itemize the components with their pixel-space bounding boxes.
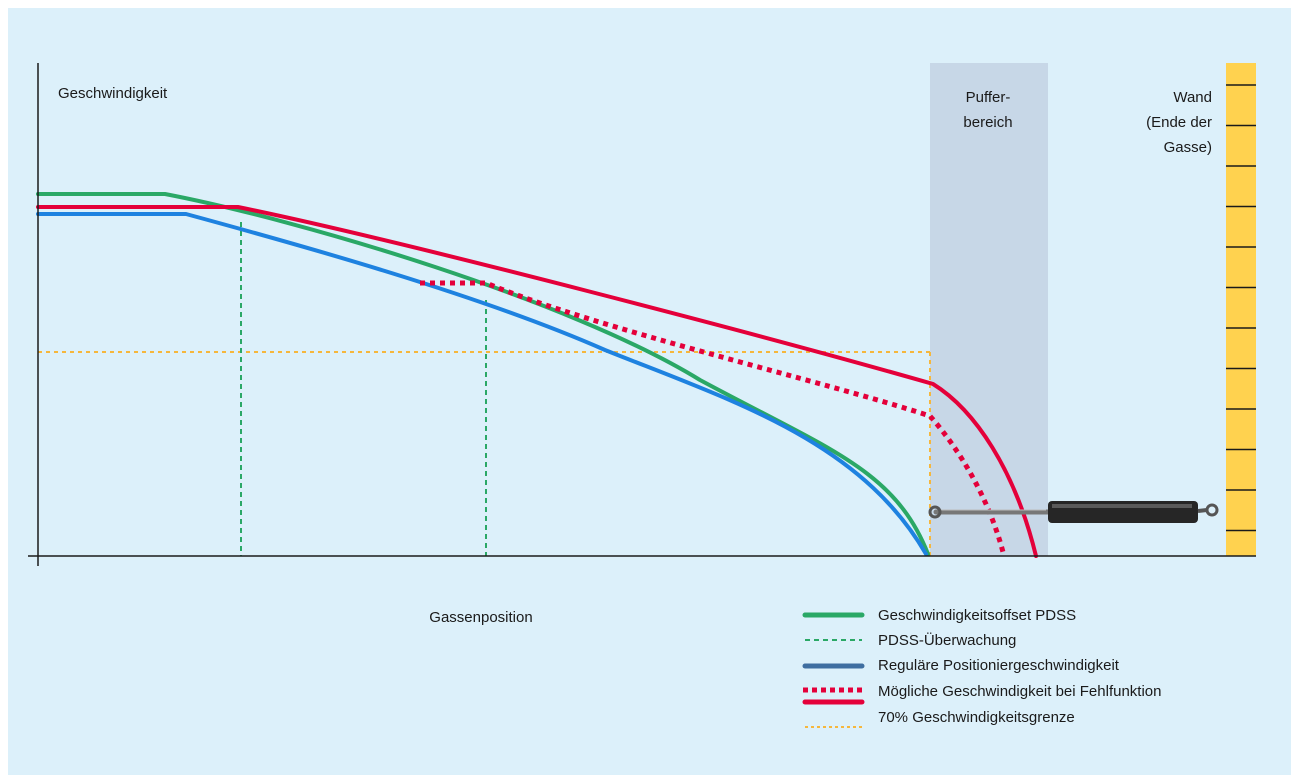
wall-label-line3: Gasse) (1164, 139, 1212, 156)
blue-regular-curve (36, 212, 928, 556)
legend: Geschwindigkeitsoffset PDSS PDSS-Überwac… (802, 607, 1161, 728)
legend-label: Mögliche Geschwindigkeit bei Fehlfunktio… (878, 683, 1161, 700)
legend-item-malfunction-speed: Mögliche Geschwindigkeit bei Fehlfunktio… (802, 683, 1161, 705)
buffer-zone-label-line1: Puffer- (966, 89, 1011, 106)
buffer-zone (930, 63, 1048, 556)
legend-item-regular-speed: Reguläre Positioniergeschwindigkeit (802, 657, 1120, 674)
legend-item-green-offset: Geschwindigkeitsoffset PDSS (802, 607, 1076, 624)
legend-item-pdss-monitoring: PDSS-Überwachung (805, 631, 1016, 649)
axes (28, 63, 1256, 566)
wall-label-line2: (Ende der (1146, 114, 1212, 131)
guide-lines (38, 222, 931, 556)
buffer-cylinder-highlight (1052, 504, 1192, 508)
legend-label: Geschwindigkeitsoffset PDSS (878, 607, 1076, 624)
x-axis-label: Gassenposition (429, 609, 532, 626)
speed-curves (36, 192, 1038, 558)
wall-bar (1226, 63, 1256, 556)
y-axis-label: Geschwindigkeit (58, 85, 168, 102)
diagram-background (8, 8, 1291, 775)
legend-label: Reguläre Positioniergeschwindigkeit (878, 657, 1120, 674)
wall-ticks (1226, 84, 1256, 532)
gas-spring-buffer-icon (928, 501, 1219, 523)
legend-label: 70% Geschwindigkeitsgrenze (878, 709, 1075, 726)
legend-item-70-percent-limit: 70% Geschwindigkeitsgrenze (805, 709, 1075, 728)
legend-label: PDSS-Überwachung (878, 631, 1016, 649)
buffer-zone-label-line2: bereich (963, 114, 1012, 131)
red-solid-curve (36, 205, 1038, 558)
green-offset-curve (36, 192, 930, 556)
buffer-end-rod (1197, 508, 1208, 513)
wall-label-line1: Wand (1173, 89, 1212, 106)
buffer-eye-left (928, 505, 942, 519)
wall (1226, 63, 1256, 556)
